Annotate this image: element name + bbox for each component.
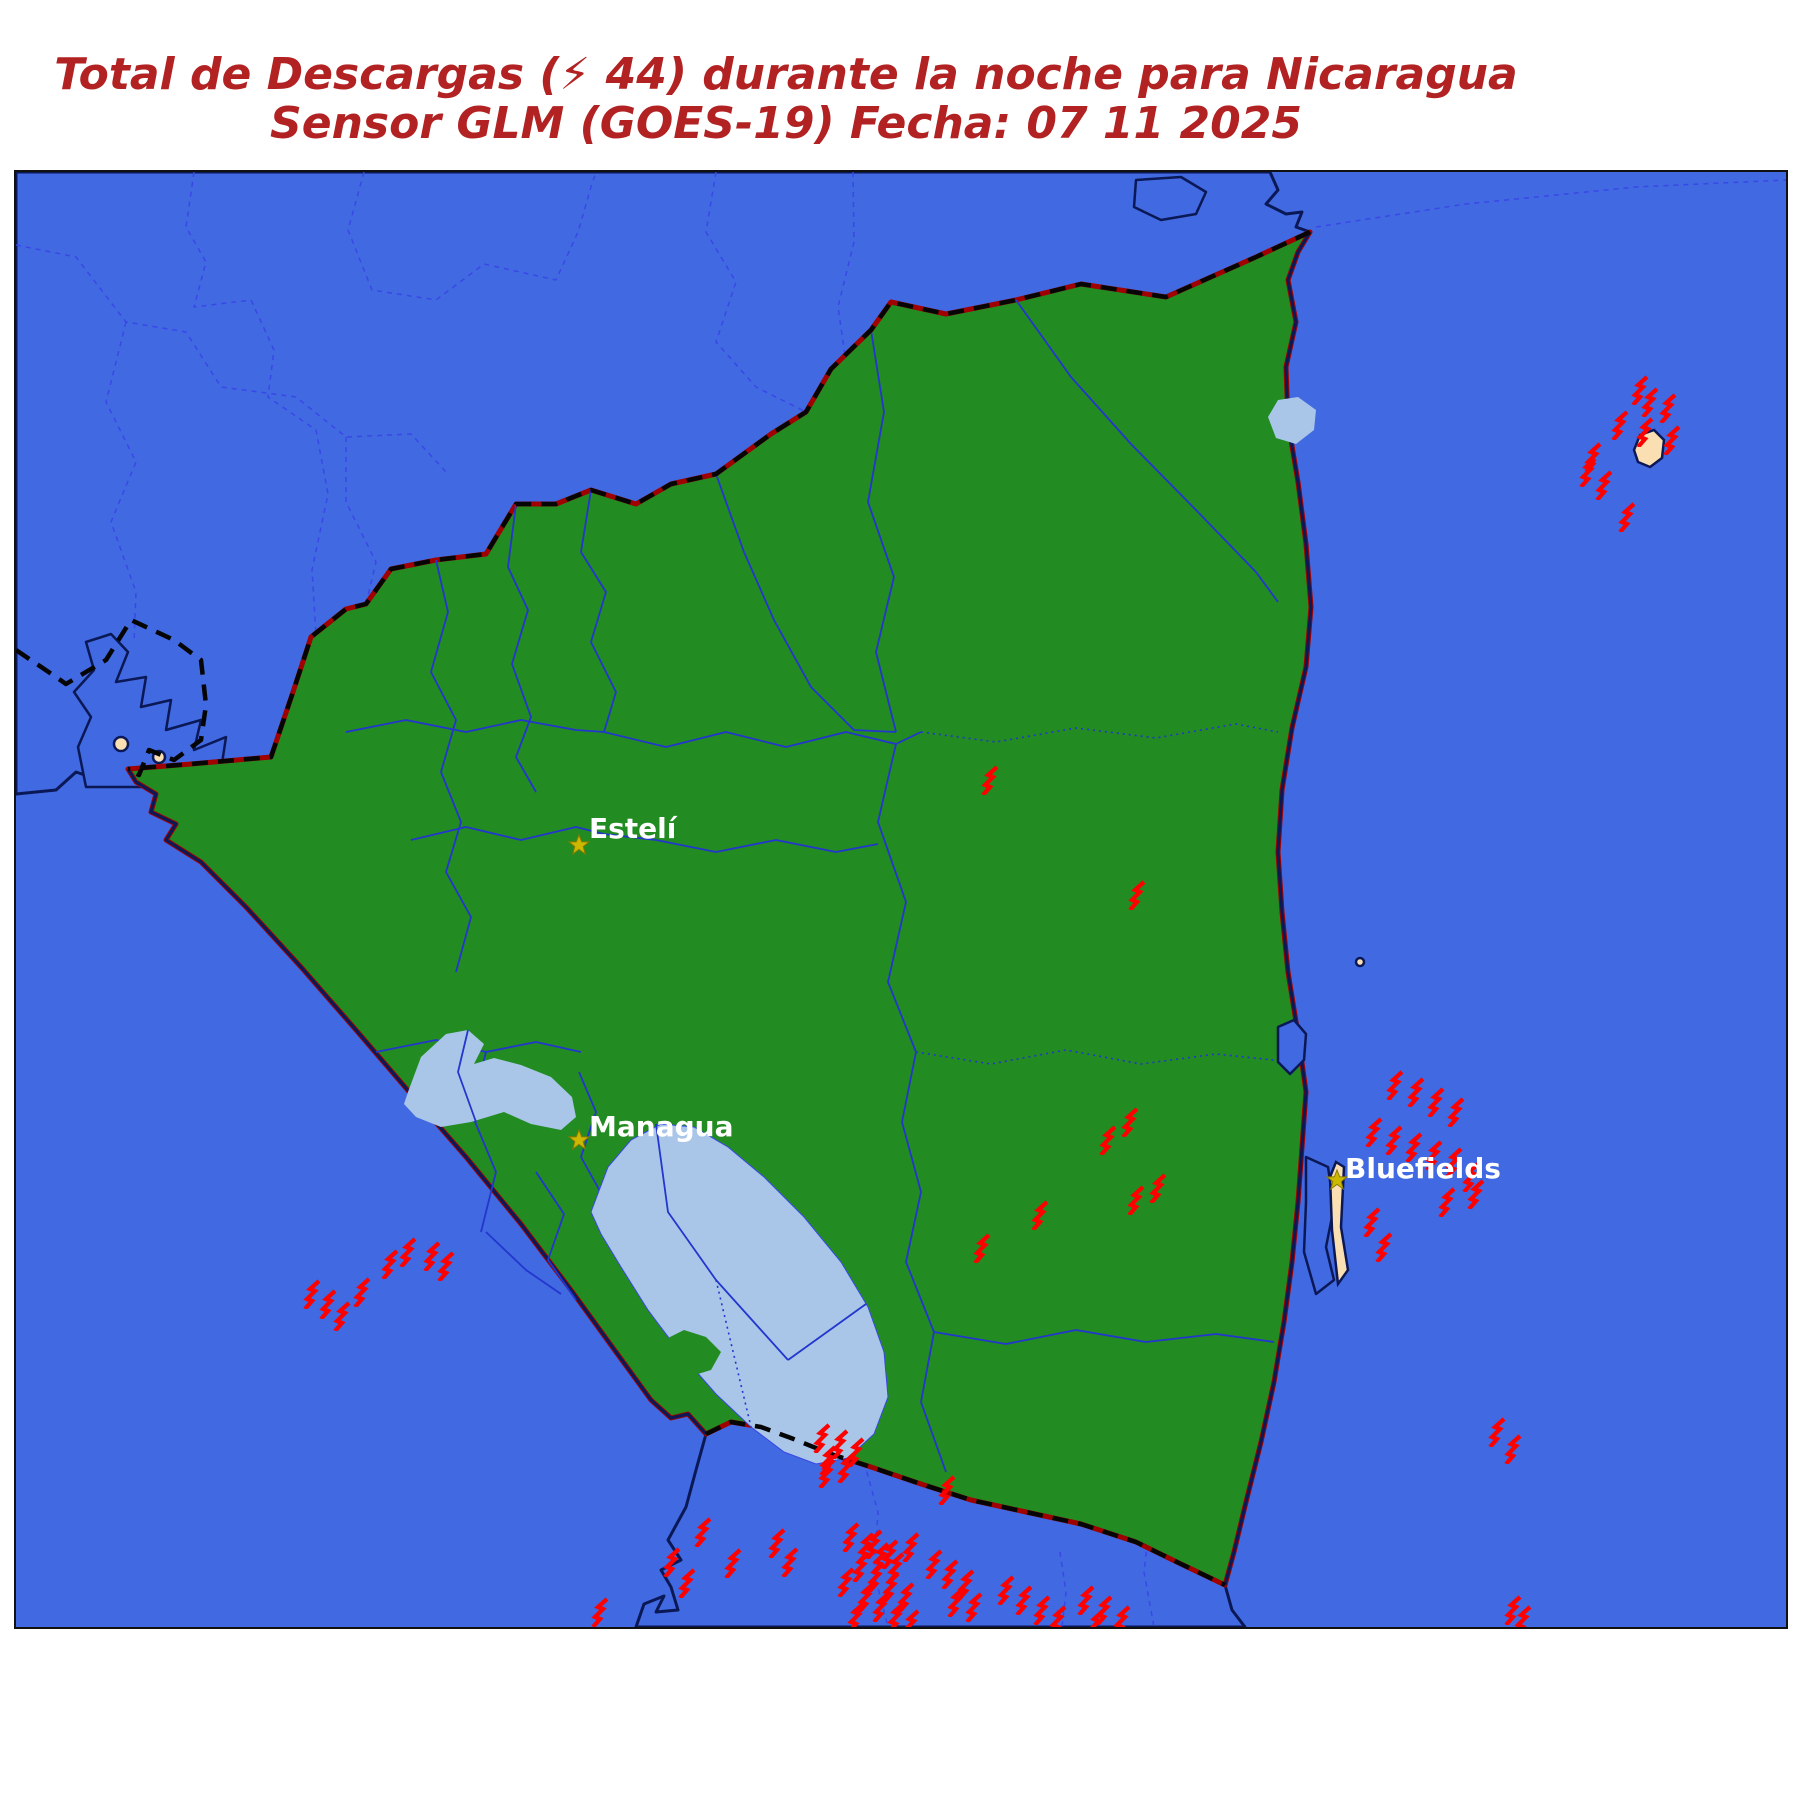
city-marker-bluefields: Bluefields <box>1325 1152 1501 1191</box>
ne-lagoon <box>1268 397 1316 444</box>
small-island <box>1354 956 1366 968</box>
department-line <box>655 1123 789 1361</box>
department-line <box>535 1171 577 1301</box>
admin-line <box>1059 1551 1067 1627</box>
city-label: Estelí <box>589 812 678 845</box>
admin-line <box>345 437 377 605</box>
admin-line <box>185 172 329 635</box>
department-line <box>345 719 605 733</box>
admin-line <box>837 172 855 363</box>
title-line-2: Sensor GLM (GOES-19) Fecha: 07 11 2025 <box>270 98 1302 150</box>
city-label: Bluefields <box>1345 1152 1501 1185</box>
title-line-1: Total de Descargas (⚡ 44) durante la noc… <box>54 49 1518 100</box>
department-line <box>430 559 472 973</box>
lake-managua <box>404 1030 576 1130</box>
pearl-lagoon <box>1276 1018 1308 1076</box>
department-line <box>715 1279 752 1428</box>
river-line <box>1015 299 1279 603</box>
pacific-coastline <box>126 768 708 1436</box>
nicaragua-costarica-border <box>705 1419 1226 1588</box>
city-star-icon <box>567 833 591 856</box>
admin-line <box>705 172 807 413</box>
department-line <box>920 723 1279 743</box>
department-line <box>933 1329 1275 1345</box>
city-marker-managua: Managua <box>567 1110 733 1151</box>
department-line <box>507 503 537 793</box>
gulf-island <box>112 735 130 753</box>
city-label: Managua <box>589 1110 733 1143</box>
figure-title: Total de Descargas (⚡ 44) durante la noc… <box>0 50 1572 149</box>
honduras-lagoon <box>1132 175 1208 222</box>
department-line <box>578 1071 607 1203</box>
city-star-icon <box>1325 1168 1349 1191</box>
nicaragua-lightning-map: Estelí Managua Bluefields <box>16 172 1786 1627</box>
ometepe-island <box>659 1330 721 1377</box>
department-line <box>457 1029 477 1123</box>
department-line <box>485 1231 562 1295</box>
department-line <box>580 489 617 733</box>
department-line <box>787 1303 867 1361</box>
city-marker-estelí: Estelí <box>567 812 678 856</box>
map-frame: Estelí Managua Bluefields <box>14 170 1788 1629</box>
admin-line <box>347 172 597 301</box>
city-markers-layer: Estelí Managua Bluefields <box>567 812 1501 1191</box>
department-line <box>655 839 879 853</box>
honduras-elsalvador-border <box>16 617 209 778</box>
admin-line <box>105 321 137 643</box>
department-line <box>867 329 897 733</box>
department-line <box>410 826 657 841</box>
caribbean-coastline <box>1223 231 1313 1586</box>
admin-line <box>16 244 447 473</box>
department-line <box>715 473 897 733</box>
nicaragua-honduras-border <box>127 229 1311 772</box>
city-star-icon <box>567 1128 591 1151</box>
department-line <box>877 743 947 1473</box>
